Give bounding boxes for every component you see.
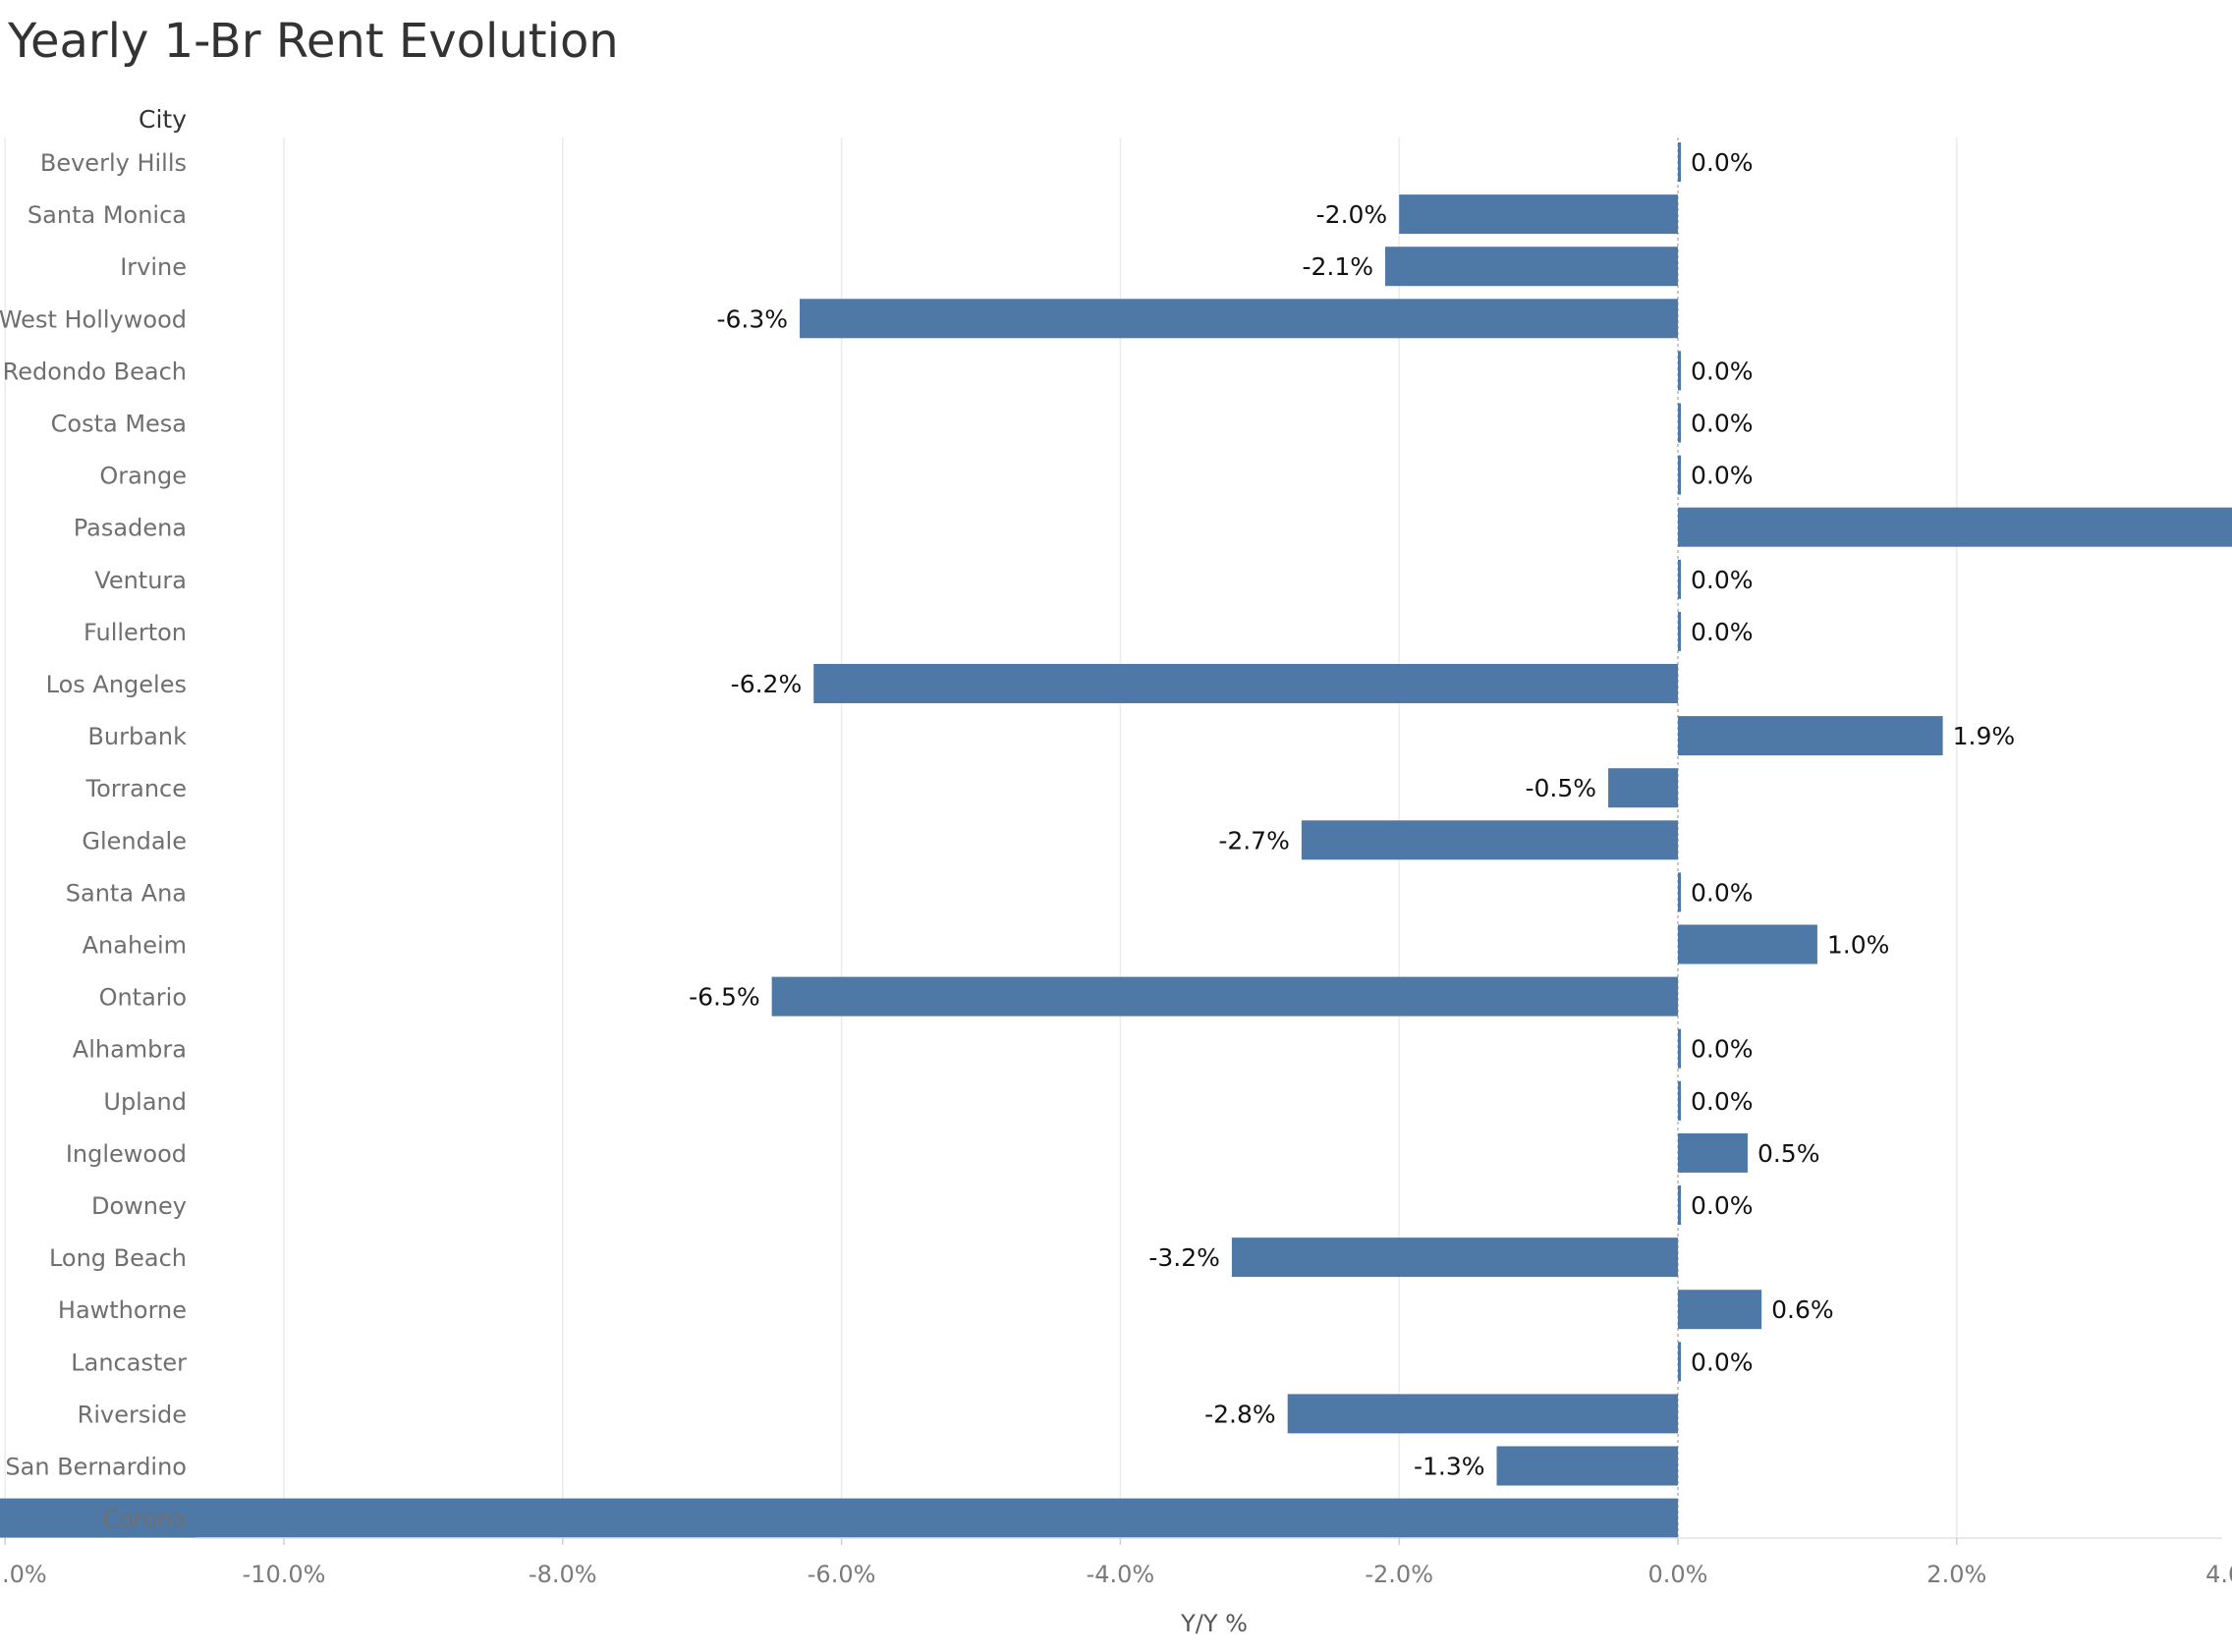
bar	[1385, 247, 1678, 287]
data-label: 0.0%	[1691, 566, 1754, 594]
data-label: 0.0%	[1691, 1191, 1754, 1220]
category-label: Pasadena	[74, 515, 187, 542]
data-label: -2.0%	[1316, 200, 1388, 229]
category-label: San Bernardino	[5, 1454, 187, 1481]
category-label: Inglewood	[66, 1140, 187, 1168]
category-label: Santa Monica	[28, 201, 187, 229]
data-label: -6.3%	[716, 304, 788, 333]
bar	[1399, 194, 1678, 235]
bar	[1678, 611, 1681, 651]
x-axis-title: Y/Y %	[1180, 1610, 1248, 1637]
category-label: Orange	[99, 463, 187, 490]
data-label: 1.0%	[1827, 931, 1890, 960]
bar	[1496, 1446, 1678, 1486]
data-label: 0.0%	[1691, 462, 1754, 490]
category-label: Costa Mesa	[51, 411, 187, 438]
bar	[1678, 142, 1681, 182]
bar	[1678, 507, 2232, 547]
bar	[1678, 924, 1817, 964]
category-label: Riverside	[78, 1401, 187, 1428]
x-tick-label: -8.0%	[529, 1561, 597, 1588]
data-label: 0.6%	[1771, 1295, 1834, 1324]
bar	[1678, 1290, 1762, 1330]
bar	[1678, 455, 1681, 495]
category-label: Fullerton	[84, 619, 187, 646]
bar	[0, 1498, 1679, 1538]
x-tick-label: 4.0%	[2205, 1561, 2232, 1588]
data-label: 1.9%	[1953, 722, 2016, 750]
category-label: Alhambra	[73, 1036, 187, 1064]
x-axis: -20.0%-18.0%-16.0%-14.0%-12.0%-10.0%-8.0…	[0, 1537, 2232, 1637]
category-label: Torrance	[85, 775, 187, 802]
bar	[1678, 351, 1681, 391]
bar	[1678, 559, 1681, 599]
data-label: -1.3%	[1414, 1453, 1485, 1481]
x-tick-label: 2.0%	[1926, 1561, 1986, 1588]
category-label: Burbank	[87, 723, 187, 750]
data-label: 0.0%	[1691, 357, 1754, 385]
data-label: 0.0%	[1691, 618, 1754, 646]
bar	[800, 299, 1678, 339]
data-labels: 0.0%-2.0%-2.1%-6.3%0.0%0.0%0.0%5.3%0.0%0…	[689, 148, 2016, 1481]
category-label: Los Angeles	[46, 671, 187, 698]
x-tick-label: -12.0%	[0, 1561, 47, 1588]
bar	[771, 976, 1678, 1017]
grid-lines	[4, 138, 1958, 1546]
data-label: -6.2%	[731, 670, 803, 698]
category-label: Irvine	[120, 253, 187, 281]
category-label: Anaheim	[83, 932, 187, 960]
category-label: West Hollywood	[0, 305, 187, 333]
category-label: Ontario	[99, 984, 187, 1012]
bars	[0, 142, 2232, 1538]
data-label: -6.5%	[689, 983, 760, 1012]
x-tick-label: -10.0%	[243, 1561, 326, 1588]
data-label: -3.2%	[1148, 1243, 1220, 1272]
data-label: 0.0%	[1691, 1087, 1754, 1116]
x-tick-label: -6.0%	[808, 1561, 876, 1588]
data-label: 0.0%	[1691, 148, 1754, 177]
x-tick-label: -4.0%	[1087, 1561, 1155, 1588]
category-label: Lancaster	[71, 1349, 187, 1376]
category-labels: City Beverly Hills Santa Monica Irvine West …	[0, 105, 187, 1533]
category-label: Ventura	[94, 567, 187, 594]
category-label: Downey	[91, 1192, 187, 1220]
category-label: Redondo Beach	[3, 358, 187, 385]
data-label: -2.7%	[1218, 826, 1290, 854]
bar	[1678, 1132, 1748, 1173]
category-header: City	[139, 105, 187, 134]
bar	[1678, 716, 1943, 756]
data-label: 0.0%	[1691, 1035, 1754, 1064]
category-label: Beverly Hills	[40, 149, 187, 177]
bar	[1678, 1185, 1681, 1225]
data-label: -2.1%	[1302, 252, 1373, 281]
category-label: Upland	[103, 1088, 187, 1116]
bar	[813, 664, 1678, 703]
category-label: Hawthorne	[58, 1296, 187, 1324]
bar	[1301, 820, 1678, 860]
bar	[1287, 1394, 1678, 1434]
data-label: 0.0%	[1691, 1348, 1754, 1376]
bar	[1678, 872, 1681, 912]
category-label: Santa Ana	[66, 879, 187, 907]
bar	[1608, 768, 1678, 808]
bar	[1231, 1238, 1678, 1278]
data-label: 0.0%	[1691, 410, 1754, 438]
data-label: -2.8%	[1204, 1400, 1276, 1428]
bar	[1678, 1080, 1681, 1121]
bar	[1678, 1342, 1681, 1382]
bar	[1678, 403, 1681, 443]
chart-title: Yearly 1-Br Rent Evolution	[8, 14, 619, 69]
x-tick-label: -2.0%	[1365, 1561, 1433, 1588]
category-label: Corona	[103, 1506, 187, 1533]
x-tick-label: 0.0%	[1648, 1561, 1708, 1588]
bar	[1678, 1028, 1681, 1069]
category-label: Long Beach	[49, 1244, 187, 1272]
data-label: -0.5%	[1526, 774, 1597, 802]
category-label: Glendale	[82, 827, 187, 854]
data-label: 0.0%	[1691, 878, 1754, 907]
data-label: 0.5%	[1758, 1139, 1820, 1168]
